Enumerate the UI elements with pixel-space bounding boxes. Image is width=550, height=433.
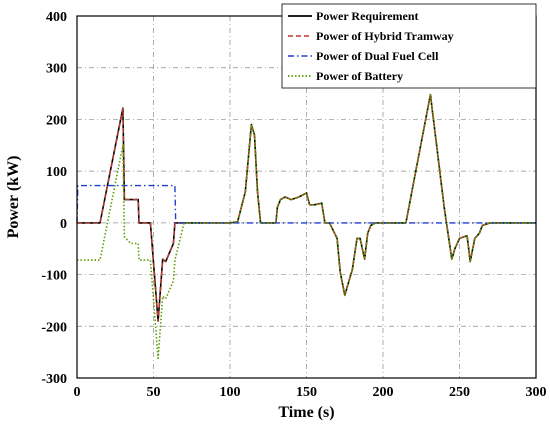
x-tick-label: 100: [220, 385, 241, 400]
series-line: [77, 93, 536, 360]
y-tick-label: 100: [46, 165, 67, 180]
y-tick-label: -300: [41, 372, 67, 387]
y-axis-label: Power (kW): [5, 156, 22, 239]
y-tick-label: 200: [46, 113, 67, 128]
y-tick-label: 0: [60, 217, 67, 232]
y-tick-label: 300: [46, 62, 67, 77]
series-line: [77, 93, 536, 322]
x-axis-label: Time (s): [278, 404, 334, 421]
x-tick-label: 250: [449, 385, 470, 400]
x-tick-label: 150: [296, 385, 317, 400]
legend-label: Power Requirement: [316, 9, 419, 23]
y-tick-label: 400: [46, 10, 67, 25]
legend-label: Power of Hybrid Tramway: [316, 29, 454, 43]
legend-label: Power of Dual Fuel Cell: [316, 49, 439, 63]
y-tick-label: -100: [41, 269, 67, 284]
legend: Power Requirement Power of Hybrid Tramway…: [281, 3, 537, 89]
x-tick-label: 0: [74, 385, 81, 400]
y-tick-label: -200: [41, 320, 67, 335]
series-lines: [76, 93, 536, 360]
x-tick-label: 200: [373, 385, 394, 400]
legend-box: [281, 3, 537, 89]
x-tick-label: 300: [526, 385, 547, 400]
legend-label: Power of Battery: [316, 69, 403, 83]
tick-labels: 0 50 100 150 200 250 300 -300 -200 -100 0 100 200 300…: [41, 10, 546, 400]
x-tick-label: 50: [147, 385, 161, 400]
